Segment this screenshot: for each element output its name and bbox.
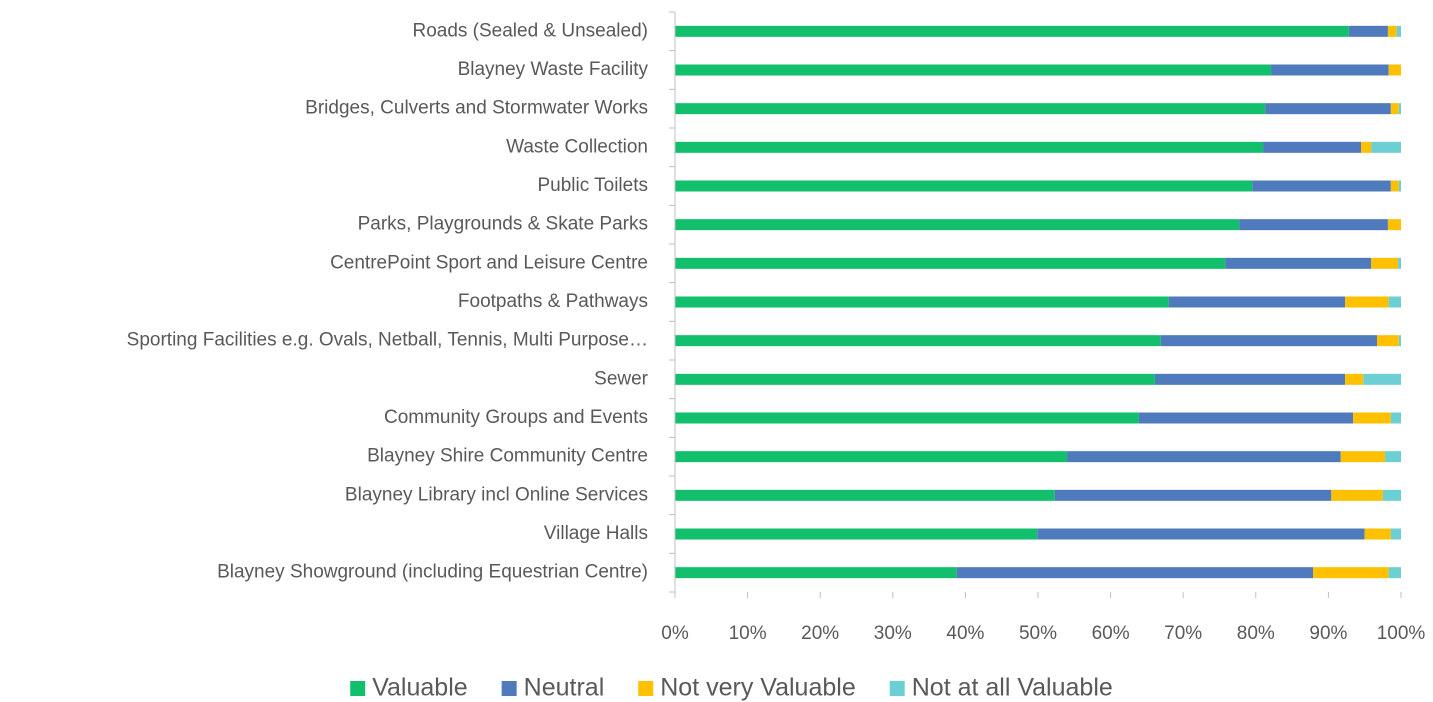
bar-segment [1313, 567, 1389, 579]
bar-segment [956, 567, 1314, 579]
legend-swatch [501, 681, 517, 696]
x-tick-label: 40% [946, 623, 984, 644]
bar-segment [1067, 451, 1341, 463]
bar-segment [1398, 103, 1401, 115]
bar-segment [1398, 335, 1401, 347]
bar-segment [1387, 219, 1401, 231]
bar-segment [1037, 528, 1365, 540]
legend-swatch [638, 681, 654, 696]
bar-segment [1345, 296, 1389, 308]
bar-segment [1387, 25, 1397, 37]
legend-swatch [889, 681, 905, 696]
bar-segment [675, 296, 1169, 308]
bar-segment [1398, 180, 1401, 192]
bar-segment [1239, 219, 1388, 231]
y-tick-label: Roads (Sealed & Unsealed) [412, 20, 648, 41]
y-tick-label: Community Groups and Events [384, 407, 648, 428]
y-tick-label: Bridges, Culverts and Stormwater Works [305, 98, 648, 119]
bar-segment [1396, 25, 1401, 37]
y-tick-label: Parks, Playgrounds & Skate Parks [358, 214, 648, 235]
bar-segment [1353, 412, 1391, 424]
y-tick-label: Blayney Library incl Online Services [345, 484, 648, 505]
bar-segment [1168, 296, 1346, 308]
bar-segment [1054, 489, 1332, 501]
bar-segment [1388, 64, 1401, 76]
y-tick-label: Sporting Facilities e.g. Ovals, Netball,… [127, 330, 648, 351]
bar-segment [1388, 296, 1401, 308]
bar-segment [1160, 335, 1378, 347]
bar-segment [675, 373, 1155, 385]
bar-segment [1263, 141, 1362, 153]
y-tick-label: Public Toilets [537, 175, 648, 196]
bar-segment [1348, 25, 1388, 37]
bar-segment [675, 528, 1038, 540]
bar-segment [1371, 257, 1399, 269]
x-tick-label: 80% [1237, 623, 1275, 644]
x-tick-label: 0% [661, 623, 689, 644]
bar-segment [1364, 528, 1391, 540]
bar-segment [675, 219, 1240, 231]
y-tick-label: Blayney Shire Community Centre [367, 446, 648, 467]
bar-segment [1363, 373, 1401, 385]
bar-segment [675, 141, 1264, 153]
y-tick-label: CentrePoint Sport and Leisure Centre [330, 252, 648, 273]
x-tick-label: 30% [874, 623, 912, 644]
x-tick-label: 10% [729, 623, 767, 644]
x-tick-label: 100% [1377, 623, 1426, 644]
y-tick-label: Sewer [594, 368, 649, 389]
bar-segment [1390, 103, 1399, 115]
bar-segment [1331, 489, 1383, 501]
bar-segment [1377, 335, 1399, 347]
legend-label: Neutral [524, 674, 605, 702]
bar-segment [675, 180, 1253, 192]
bar-segment [1345, 373, 1364, 385]
bar-segment [1385, 451, 1401, 463]
y-tick-label: Footpaths & Pathways [458, 291, 648, 312]
bar-segment [1388, 567, 1401, 579]
bar-segment [675, 335, 1161, 347]
bar-segment [1271, 64, 1389, 76]
bar-segment [1390, 180, 1399, 192]
x-tick-label: 20% [801, 623, 839, 644]
bar-segment [1265, 103, 1391, 115]
bar-segment [1390, 528, 1401, 540]
legend-swatch [350, 681, 366, 696]
legend-label: Not at all Valuable [912, 674, 1113, 702]
bar-segment [675, 64, 1272, 76]
bar-segment [675, 567, 957, 579]
bar-segment [1390, 412, 1401, 424]
y-tick-label: Village Halls [544, 523, 648, 544]
legend-label: Not very Valuable [660, 674, 855, 702]
x-tick-label: 90% [1309, 623, 1347, 644]
bar-segment [1340, 451, 1386, 463]
bar-segment [675, 412, 1139, 424]
bar-segment [675, 451, 1068, 463]
y-tick-label: Blayney Waste Facility [458, 59, 649, 80]
bar-segment [675, 25, 1349, 37]
y-tick-label: Waste Collection [506, 136, 648, 157]
x-tick-label: 50% [1019, 623, 1057, 644]
bar-segment [1371, 141, 1401, 153]
bar-segment [1361, 141, 1372, 153]
x-tick-label: 60% [1092, 623, 1130, 644]
y-tick-label: Blayney Showground (including Equestrian… [217, 562, 648, 583]
bar-segment [1154, 373, 1346, 385]
bar-segment [1398, 257, 1401, 269]
bar-segment [675, 257, 1226, 269]
bar-segment [1138, 412, 1354, 424]
legend-label: Valuable [372, 674, 467, 702]
bar-segment [1225, 257, 1372, 269]
bar-segment [1382, 489, 1401, 501]
bar-segment [1252, 180, 1391, 192]
bar-segment [675, 489, 1055, 501]
x-tick-label: 70% [1164, 623, 1202, 644]
bar-segment [675, 103, 1266, 115]
